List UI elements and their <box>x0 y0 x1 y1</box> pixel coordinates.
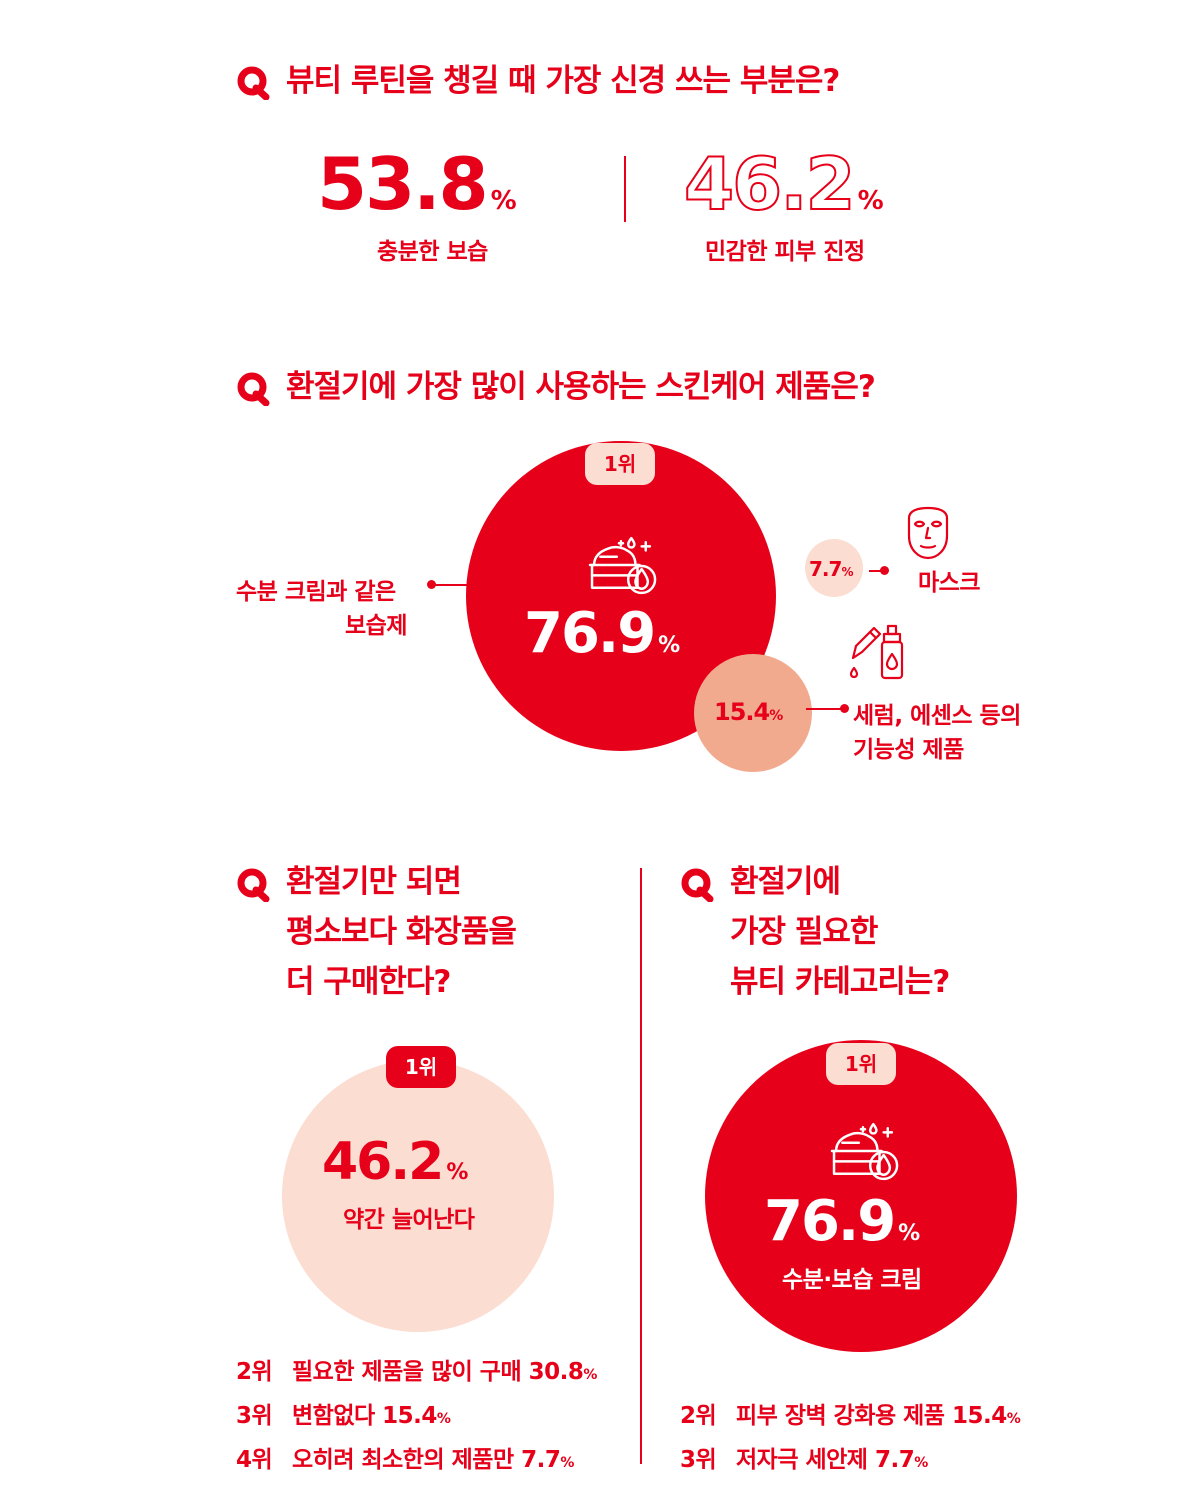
pct-sign: % <box>898 1221 921 1246</box>
q2-small-number: 7.7 <box>809 557 842 581</box>
rank-number: 3위 <box>236 1403 273 1429</box>
pct-sign: % <box>769 708 783 724</box>
cream-jar-icon <box>584 534 660 596</box>
rank-text: 저자극 세안제 7.7 <box>736 1447 915 1473</box>
rank-number: 2위 <box>680 1403 717 1429</box>
q2-main-value: 76.9% <box>524 606 680 662</box>
q3-title-line-1: 환절기만 되면 <box>286 864 462 900</box>
pct-sign: % <box>914 1455 928 1471</box>
q3-circle <box>282 1060 554 1332</box>
q3-title-line-2: 평소보다 화장품을 <box>286 914 517 950</box>
q2-rank-badge: 1위 <box>585 443 655 485</box>
pct-sign: % <box>857 186 884 216</box>
q3-rank-badge: 1위 <box>386 1046 456 1088</box>
pct-sign: % <box>1006 1411 1021 1427</box>
rank-text: 필요한 제품을 많이 구매 30.8 <box>292 1359 584 1385</box>
cream-jar-icon <box>826 1120 902 1182</box>
small-connector <box>869 570 883 572</box>
pct-sign: % <box>658 633 681 658</box>
rank-text: 변함없다 15.4 <box>292 1403 437 1429</box>
q4-title-line-2: 가장 필요한 <box>730 914 878 950</box>
face-mask-icon <box>907 506 949 560</box>
q4-label: 수분·보습 크림 <box>782 1267 922 1293</box>
pct-sign: % <box>560 1455 574 1471</box>
q2-title: 환절기에 가장 많이 사용하는 스킨케어 제품은? <box>286 369 876 405</box>
q1-right-value: 46.2% <box>683 147 884 221</box>
pct-sign: % <box>446 1160 469 1185</box>
q1-right-label: 민감한 피부 진정 <box>705 239 865 265</box>
q4-rank-2: 2위 피부 장벽 강화용 제품 15.4% <box>680 1396 1021 1430</box>
q3-rank-3: 3위 변함없다 15.4% <box>236 1396 451 1430</box>
q2-main-number: 76.9 <box>524 601 656 666</box>
q-icon <box>236 66 270 100</box>
pct-sign: % <box>490 186 517 216</box>
q3-number: 46.2 <box>322 1132 444 1192</box>
mid-connector <box>806 708 844 710</box>
q4-rank-3: 3위 저자극 세안제 7.7% <box>680 1440 928 1474</box>
main-connector <box>432 584 468 586</box>
rank-number: 2위 <box>236 1359 273 1385</box>
connector-dot <box>427 580 436 589</box>
q2-small-value: 7.7% <box>809 557 853 581</box>
divider <box>624 156 626 222</box>
q2-mid-circle <box>694 654 812 772</box>
q-icon <box>236 372 270 406</box>
q3-rank-2: 2위 필요한 제품을 많이 구매 30.8% <box>236 1352 597 1386</box>
q3-rank-4: 4위 오히려 최소한의 제품만 7.7% <box>236 1440 574 1474</box>
q3-title-line-3: 더 구매한다? <box>286 964 451 1000</box>
pct-sign: % <box>583 1367 597 1383</box>
q1-right-number: 46.2 <box>683 142 857 226</box>
q3-label: 약간 늘어난다 <box>343 1207 475 1233</box>
q4-number: 76.9 <box>764 1189 896 1254</box>
q2-mid-number: 15.4 <box>714 698 770 726</box>
column-divider <box>640 868 642 1464</box>
q2-mid-value: 15.4% <box>714 698 783 726</box>
q1-title: 뷰티 루틴을 챙길 때 가장 신경 쓰는 부분은? <box>286 63 840 99</box>
pct-sign: % <box>841 565 853 579</box>
connector-dot <box>880 566 889 575</box>
q1-left-value: 53.8% <box>317 148 517 220</box>
q1-left-number: 53.8 <box>317 142 489 226</box>
q2-main-label-1: 수분 크림과 같은 <box>236 579 396 605</box>
q4-title-line-1: 환절기에 <box>730 864 841 900</box>
q3-value: 46.2% <box>322 1136 468 1188</box>
q4-value: 76.9% <box>764 1194 920 1250</box>
pct-sign: % <box>436 1411 451 1427</box>
q2-mid-label-2: 기능성 제품 <box>853 737 964 763</box>
rank-number: 3위 <box>680 1447 717 1473</box>
q-icon <box>680 868 714 902</box>
q-icon <box>236 868 270 902</box>
q1-left-label: 충분한 보습 <box>377 239 488 265</box>
q2-main-label-2: 보습제 <box>345 613 407 639</box>
q4-circle <box>705 1040 1017 1352</box>
rank-number: 4위 <box>236 1447 273 1473</box>
dropper-bottle-icon <box>850 624 904 680</box>
q4-rank-badge: 1위 <box>826 1043 896 1085</box>
connector-dot <box>840 704 849 713</box>
rank-text: 피부 장벽 강화용 제품 15.4 <box>736 1403 1007 1429</box>
q2-mid-label-1: 세럼, 에센스 등의 <box>853 703 1021 729</box>
q2-small-circle <box>805 539 863 597</box>
rank-text: 오히려 최소한의 제품만 7.7 <box>292 1447 561 1473</box>
q4-title-line-3: 뷰티 카테고리는? <box>730 964 950 1000</box>
q2-small-label: 마스크 <box>918 570 980 596</box>
